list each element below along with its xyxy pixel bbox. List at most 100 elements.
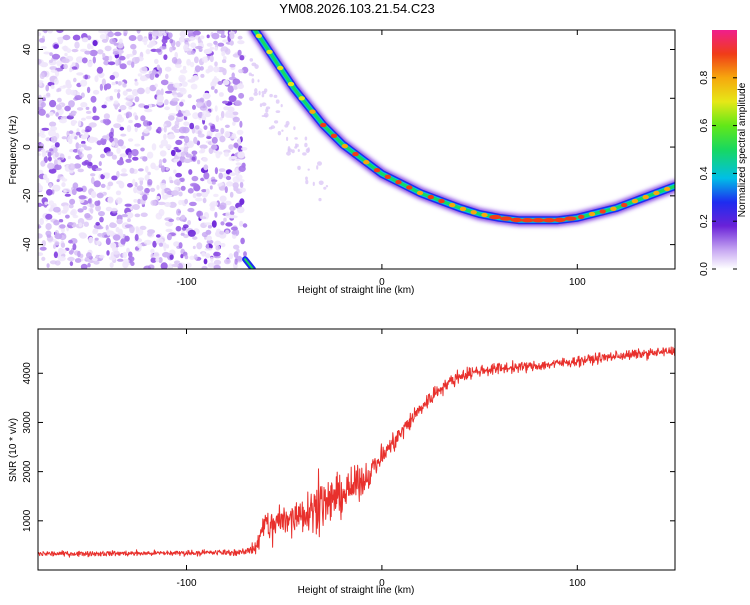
noise-blob [182, 65, 187, 71]
noise-blob [251, 62, 257, 67]
noise-blob [210, 256, 214, 262]
noise-blob [80, 79, 88, 87]
noise-blob [40, 62, 49, 68]
noise-blob [275, 99, 280, 104]
noise-blob [218, 92, 224, 97]
noise-blob [159, 150, 167, 157]
noise-blob [199, 35, 205, 40]
noise-blob [68, 130, 74, 134]
noise-blob [136, 30, 141, 34]
noise-blob [80, 263, 88, 269]
noise-blob [160, 79, 169, 86]
noise-blob [67, 222, 74, 226]
noise-blob [192, 193, 197, 199]
noise-blob [122, 90, 128, 96]
noise-blob [154, 83, 158, 88]
noise-blob [183, 146, 188, 153]
noise-blob [217, 183, 222, 187]
noise-blob [68, 204, 74, 209]
trace-peak [266, 49, 273, 55]
spectrogram-noise-region [38, 30, 329, 269]
noise-blob [126, 88, 133, 92]
noise-blob [134, 56, 140, 64]
noise-blob [211, 179, 218, 183]
noise-blob [117, 139, 124, 147]
noise-blob [142, 120, 150, 127]
noise-blob [217, 81, 223, 85]
noise-blob [83, 146, 92, 151]
noise-blob [109, 262, 114, 268]
colorbar-tick-label: 0.0 [699, 262, 710, 276]
noise-blob [121, 168, 127, 174]
noise-blob [237, 35, 243, 40]
noise-blob [49, 52, 53, 56]
noise-blob [270, 125, 276, 129]
noise-blob [156, 94, 164, 102]
noise-blob [184, 198, 189, 205]
noise-blob [318, 180, 324, 186]
noise-blob [105, 237, 111, 245]
noise-blob [130, 43, 137, 50]
noise-blob [224, 124, 230, 128]
noise-blob [211, 32, 220, 40]
noise-blob [305, 179, 309, 185]
noise-blob [121, 214, 128, 218]
noise-blob [70, 210, 76, 216]
noise-blob [241, 147, 248, 151]
noise-blob [181, 99, 186, 103]
noise-blob [55, 112, 59, 117]
noise-blob [49, 260, 57, 265]
spectrogram-y-tick-label: 0 [22, 144, 33, 150]
noise-blob [153, 251, 160, 259]
noise-blob [209, 185, 213, 190]
noise-blob [101, 104, 107, 109]
noise-blob [156, 234, 161, 238]
noise-blob [50, 84, 55, 89]
noise-blob [38, 184, 43, 192]
noise-blob [317, 161, 322, 166]
noise-blob [171, 263, 180, 268]
noise-blob [57, 97, 62, 103]
noise-blob [99, 34, 107, 40]
noise-blob [98, 211, 105, 217]
noise-blob [111, 175, 118, 181]
noise-blob [119, 126, 125, 131]
noise-blob [98, 161, 102, 167]
snr-frame [37, 328, 676, 571]
colorbar-gradient [712, 30, 737, 269]
noise-blob [57, 247, 64, 255]
noise-blob [164, 99, 169, 106]
noise-blob [176, 160, 182, 167]
noise-blob [52, 184, 61, 192]
noise-blob [68, 163, 76, 171]
trace-peak [631, 198, 639, 204]
noise-blob [204, 247, 213, 251]
noise-blob [75, 56, 84, 63]
noise-blob [171, 126, 177, 131]
noise-blob [179, 87, 187, 95]
noise-blob [94, 237, 99, 241]
noise-blob [57, 255, 66, 262]
noise-blob [40, 46, 47, 49]
noise-blob [229, 135, 238, 139]
noise-blob [138, 177, 145, 181]
noise-blob [72, 243, 77, 251]
noise-blob [81, 117, 86, 121]
noise-blob [237, 49, 242, 56]
spectrogram-ticks: -100 0 100 -40 -20 0 20 40 [22, 30, 675, 288]
noise-blob [122, 251, 128, 259]
noise-blob [228, 95, 237, 103]
noise-blob [143, 39, 148, 46]
noise-blob [123, 261, 131, 266]
noise-blob [113, 100, 119, 105]
noise-blob [194, 125, 200, 130]
noise-blob [229, 172, 236, 177]
noise-blob [130, 261, 135, 267]
noise-blob [77, 120, 82, 127]
noise-blob [164, 66, 172, 72]
spectrogram-y-label: Frequency (Hz) [8, 116, 19, 185]
noise-blob [128, 251, 133, 258]
noise-blob [39, 246, 47, 251]
noise-blob [84, 129, 90, 133]
noise-blob [38, 58, 42, 65]
